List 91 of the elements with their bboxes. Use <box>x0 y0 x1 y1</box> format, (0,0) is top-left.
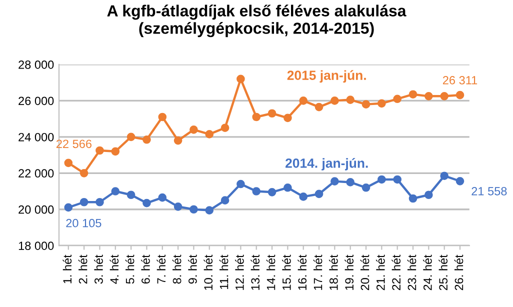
x-tick-label: 21. hét <box>376 254 385 290</box>
x-tick-label: 19. hét <box>344 254 354 290</box>
point <box>252 112 261 122</box>
x-tick-label: 13. hét <box>250 254 260 290</box>
x-tick-label: 5. hét <box>125 254 134 284</box>
series-label: 2014. jan-jún. <box>286 158 368 170</box>
point <box>440 172 448 180</box>
point <box>314 102 324 112</box>
y-tick-label: 28 000 <box>18 60 54 69</box>
x-tick-label: 11. hét <box>219 254 228 289</box>
point <box>236 180 245 188</box>
y-tick-label: 26 000 <box>18 96 54 106</box>
x-tick-label: 7. hét <box>156 254 166 284</box>
point <box>96 198 104 206</box>
x-tick-label: 24. hét <box>423 254 432 290</box>
point <box>268 188 276 196</box>
point <box>378 175 386 184</box>
point <box>158 193 167 202</box>
y-tick-label: 20 000 <box>18 205 54 214</box>
x-tick-label: 14. hét <box>266 254 276 290</box>
point <box>346 178 355 186</box>
point <box>456 90 464 100</box>
point <box>456 176 464 186</box>
point <box>268 109 276 118</box>
point <box>393 175 402 184</box>
point <box>142 135 151 144</box>
point <box>408 194 418 203</box>
point <box>126 190 136 200</box>
point <box>96 146 104 155</box>
x-tick-label: 1. hét <box>62 254 72 284</box>
point <box>220 124 230 132</box>
point <box>64 158 73 168</box>
point <box>346 96 355 104</box>
point <box>142 198 151 208</box>
point <box>314 190 324 198</box>
point <box>220 196 230 204</box>
y-tick-label: 22 000 <box>18 169 54 178</box>
point <box>440 92 448 100</box>
point <box>362 183 370 192</box>
point <box>299 192 308 201</box>
point <box>174 136 182 145</box>
x-tick-label: 16. hét <box>298 254 307 290</box>
point <box>284 183 292 192</box>
point <box>424 190 433 200</box>
chart-title: A kgfb-átlagdíjak első féléves alakulása (személygépkocsik, 2014-2015) <box>107 4 406 38</box>
x-tick-label: 25. hét <box>438 254 448 290</box>
x-tick-label: 17. hét <box>313 254 322 290</box>
point <box>64 203 73 212</box>
point <box>111 187 120 196</box>
x-tick-label: 8. hét <box>172 254 182 284</box>
point <box>190 205 198 214</box>
x-tick-label: 18. hét <box>329 254 338 290</box>
x-tick-label: 23. hét <box>407 254 416 290</box>
x-tick-label: 20. hét <box>360 254 370 290</box>
point <box>330 96 339 105</box>
point <box>252 187 261 196</box>
point <box>126 132 136 142</box>
point <box>158 112 167 122</box>
point <box>236 74 245 84</box>
point <box>205 206 214 214</box>
point <box>330 177 339 186</box>
x-tick-label: 9. hét <box>188 254 197 284</box>
point <box>80 198 88 206</box>
point <box>424 92 433 100</box>
x-tick-label: 4. hét <box>110 254 119 284</box>
point <box>284 114 292 122</box>
x-tick-label: 15. hét <box>282 254 291 290</box>
x-tick-label: 3. hét <box>94 254 103 284</box>
series-label: 2015 jan-jún. <box>287 70 366 83</box>
annotation: 22 566 <box>56 140 92 148</box>
annotation: 21 558 <box>472 187 507 196</box>
point <box>190 126 198 134</box>
point <box>174 202 182 211</box>
point <box>408 90 418 99</box>
x-tick-label: 26. hét <box>454 254 464 290</box>
x-tick-label: 22. hét <box>392 254 401 290</box>
point <box>205 130 214 138</box>
point <box>299 96 308 105</box>
point <box>80 168 88 178</box>
point <box>378 99 386 108</box>
x-tick-label: 6. hét <box>141 254 150 284</box>
x-tick-label: 12. hét <box>235 254 244 290</box>
point <box>111 147 120 156</box>
y-tick-label: 24 000 <box>18 132 54 142</box>
point <box>362 100 370 108</box>
annotation: 20 105 <box>66 218 102 228</box>
point <box>393 94 402 104</box>
y-tick-label: 18 000 <box>18 242 54 250</box>
x-tick-label: 2. hét <box>78 254 88 284</box>
annotation: 26 311 <box>442 76 478 84</box>
x-tick-label: 10. hét <box>204 254 213 290</box>
